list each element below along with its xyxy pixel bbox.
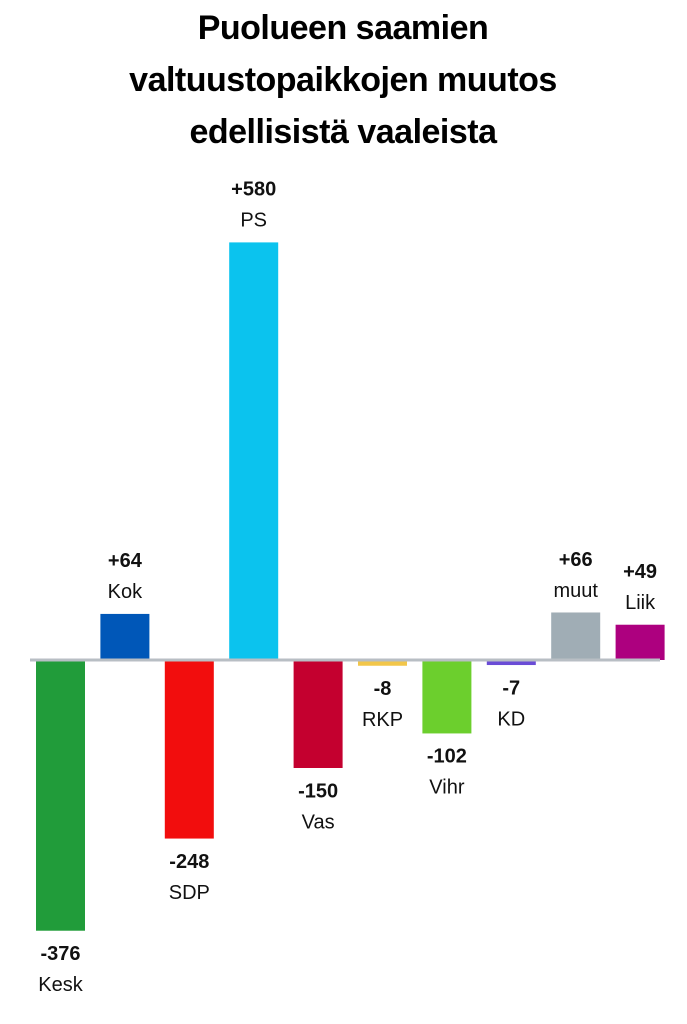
- category-label: SDP: [169, 882, 210, 904]
- bar: [164, 660, 214, 839]
- category-label: Liik: [625, 592, 656, 614]
- value-label: -150: [298, 780, 338, 802]
- category-label: Kok: [108, 581, 143, 603]
- value-label: +64: [108, 550, 143, 572]
- value-label: -8: [374, 678, 392, 700]
- bar: [100, 613, 150, 660]
- bar: [36, 660, 85, 931]
- category-label: Vihr: [429, 777, 465, 799]
- bar: [551, 612, 601, 660]
- value-label: +66: [559, 549, 593, 571]
- category-label: Vas: [302, 811, 335, 833]
- value-label: -376: [40, 943, 80, 965]
- value-label: -102: [427, 746, 467, 768]
- bar: [229, 242, 279, 660]
- value-label: +49: [623, 561, 657, 583]
- bar: [615, 624, 665, 660]
- bar: [293, 660, 343, 768]
- bar: [358, 660, 407, 666]
- category-label: muut: [553, 580, 598, 602]
- value-label: +580: [231, 179, 276, 201]
- category-label: RKP: [362, 709, 403, 731]
- category-label: PS: [240, 210, 267, 232]
- bar: [486, 660, 536, 666]
- chart-title: Puolueen saamien valtuustopaikkojen muut…: [129, 9, 557, 151]
- category-label: KD: [497, 708, 525, 730]
- value-label: -248: [169, 851, 209, 873]
- bar: [422, 660, 472, 734]
- category-label: Kesk: [38, 974, 83, 996]
- value-label: -7: [502, 677, 520, 699]
